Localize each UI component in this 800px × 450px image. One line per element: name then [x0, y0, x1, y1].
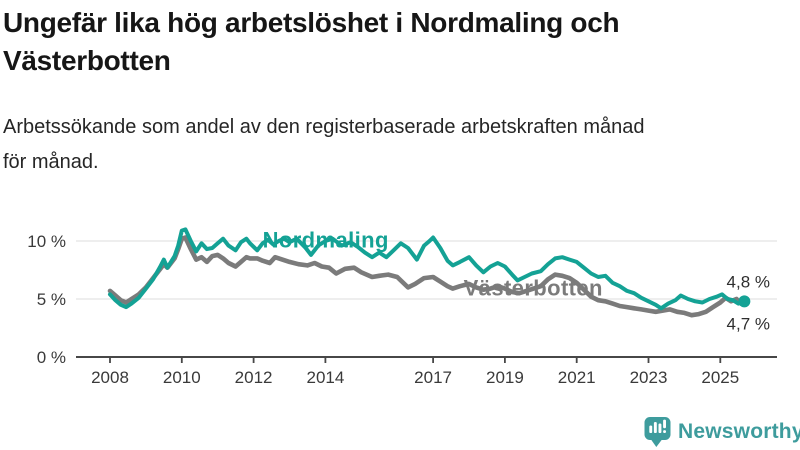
x-axis-tick-label: 2021 — [558, 368, 596, 387]
x-axis-tick-label: 2014 — [306, 368, 344, 387]
title-line-2: Västerbotten — [3, 45, 171, 76]
x-axis-tick-label: 2019 — [486, 368, 524, 387]
series-end-dot-nordmaling — [738, 295, 751, 308]
end-value-label-västerbotten: 4,7 % — [727, 314, 770, 333]
bar-chart-speech-bubble-icon — [644, 417, 671, 447]
newsworthy-logo: Newsworthy — [644, 416, 800, 448]
brand-name: Newsworthy — [678, 420, 800, 443]
x-axis-tick-label: 2017 — [414, 368, 452, 387]
series-line-västerbotten — [107, 235, 747, 318]
line-chart: 0 % 5 % 10 % 2008 2010 2012 2014 2017 2019 2021 20… — [27, 227, 777, 387]
subtitle-line-1: Arbetssökande som andel av den registerb… — [3, 116, 645, 138]
x-axis-tick-label: 2023 — [630, 368, 668, 387]
chart-subtitle: Arbetssökande som andel av den registerb… — [3, 110, 783, 180]
y-axis-tick-label: 10 % — [27, 232, 66, 251]
y-axis-tick-label: 0 % — [37, 348, 66, 367]
x-axis-tick-label: 2012 — [235, 368, 273, 387]
series-label-nordmaling: Nordmaling — [263, 227, 389, 252]
x-axis-tick-label: 2008 — [91, 368, 129, 387]
y-axis-tick-label: 5 % — [37, 290, 66, 309]
x-axis-tick-label: 2025 — [701, 368, 739, 387]
title-line-1: Ungefär lika hög arbetslöshet i Nordmali… — [3, 7, 620, 38]
subtitle-line-2: för månad. — [3, 151, 99, 173]
end-value-label-nordmaling: 4,8 % — [727, 272, 770, 291]
x-axis-tick-label: 2010 — [163, 368, 201, 387]
page-title: Ungefär lika hög arbetslöshet i Nordmali… — [3, 4, 783, 80]
series-line-nordmaling — [108, 227, 747, 311]
series-label-västerbotten: Västerbotten — [464, 276, 603, 301]
